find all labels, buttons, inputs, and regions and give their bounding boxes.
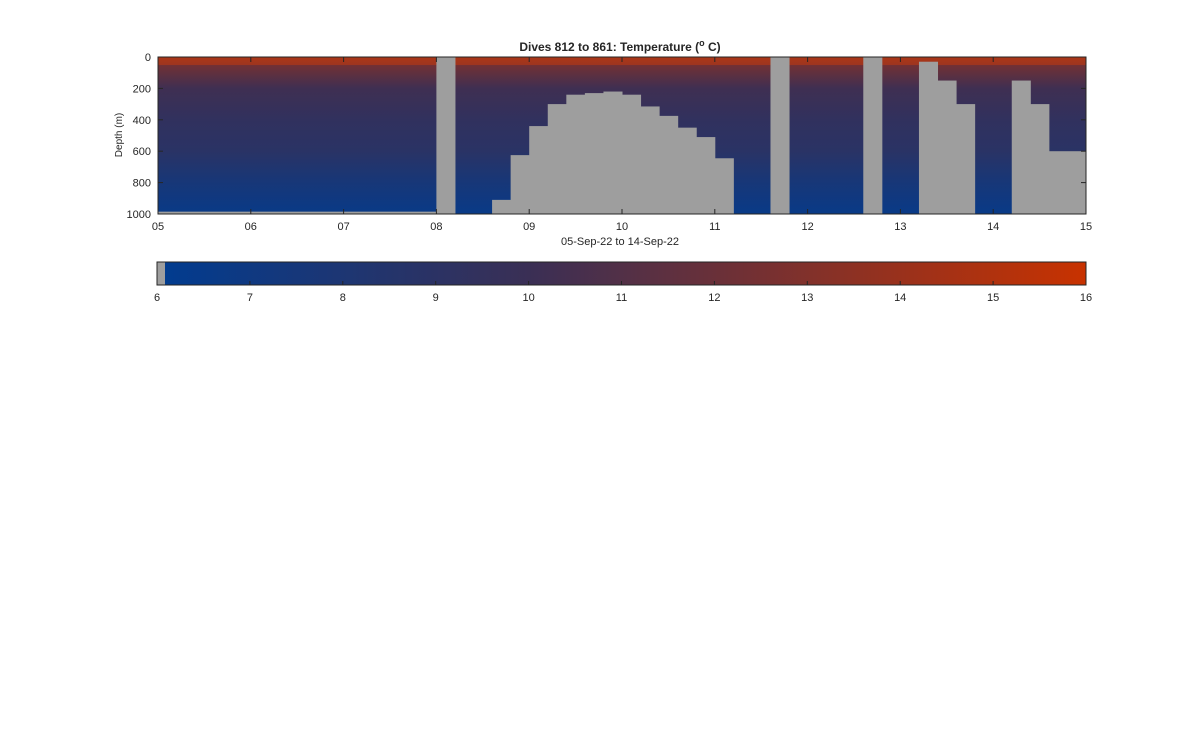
colorbar-tick-label: 13 xyxy=(801,292,813,304)
title-degree-symbol: o xyxy=(699,38,705,48)
colorbar-gradient-bar xyxy=(157,262,1086,285)
no-data-region xyxy=(677,127,697,214)
chart-title: Dives 812 to 861: Temperature (o C) xyxy=(519,38,720,54)
no-data-layer xyxy=(158,57,1086,214)
no-data-region xyxy=(918,61,939,214)
colorbar-tick-label: 15 xyxy=(987,292,999,304)
x-tick-label: 10 xyxy=(616,221,628,233)
x-tick-label: 11 xyxy=(709,221,720,233)
y-ticks: 0 200 400 600 800 1000 xyxy=(127,52,1086,221)
x-tick-label: 12 xyxy=(801,221,813,233)
no-data-region xyxy=(956,104,976,214)
x-tick-label: 15 xyxy=(1080,221,1092,233)
x-tick-label: 13 xyxy=(894,221,906,233)
no-data-region xyxy=(714,158,734,214)
no-data-region xyxy=(696,137,716,214)
y-tick-label: 200 xyxy=(133,83,151,95)
colorbar-tick-label: 16 xyxy=(1080,292,1092,304)
y-axis-label: Depth (m) xyxy=(114,113,125,157)
x-tick-label: 14 xyxy=(987,221,999,233)
no-data-region xyxy=(640,106,660,214)
x-tick-label: 06 xyxy=(245,221,257,233)
no-data-region xyxy=(1011,80,1031,214)
no-data-region xyxy=(492,199,512,214)
colorbar-tick-label: 6 xyxy=(154,292,160,304)
no-data-region xyxy=(770,57,790,214)
y-tick-label: 0 xyxy=(145,52,151,64)
no-data-region xyxy=(566,94,586,214)
x-tick-label: 09 xyxy=(523,221,535,233)
no-data-region xyxy=(1030,104,1050,214)
colorbar-tick-label: 11 xyxy=(616,292,627,304)
no-data-region xyxy=(510,155,530,214)
colorbar-nodata-swatch xyxy=(157,262,165,285)
y-tick-label: 600 xyxy=(133,146,151,158)
colorbar-tick-label: 9 xyxy=(433,292,439,304)
colorbar-tick-label: 8 xyxy=(340,292,346,304)
no-data-region xyxy=(603,91,623,214)
colorbar-tick-label: 10 xyxy=(522,292,534,304)
no-data-region xyxy=(436,57,456,214)
x-tick-label: 08 xyxy=(430,221,442,233)
x-axis-label: 05-Sep-22 to 14-Sep-22 xyxy=(561,236,679,248)
no-data-region xyxy=(584,93,604,214)
no-data-region xyxy=(1048,151,1086,214)
colorbar-tick-label: 12 xyxy=(708,292,720,304)
no-data-region xyxy=(659,115,679,214)
y-tick-label: 1000 xyxy=(127,209,151,221)
no-data-region xyxy=(622,94,642,214)
y-tick-label: 400 xyxy=(133,115,151,127)
no-data-region xyxy=(158,211,437,214)
colorbar-tick-label: 7 xyxy=(247,292,253,304)
colorbar-tick-label: 14 xyxy=(894,292,906,304)
y-tick-label: 800 xyxy=(133,178,151,190)
no-data-region xyxy=(547,104,567,214)
colorbar: 6 7 8 9 10 11 12 13 14 15 16 xyxy=(154,261,1092,304)
x-tick-label: 07 xyxy=(337,221,349,233)
no-data-region xyxy=(863,57,883,214)
no-data-region xyxy=(529,126,549,214)
no-data-region xyxy=(937,80,957,214)
colorbar-ticks: 6 7 8 9 10 11 12 13 14 15 16 xyxy=(154,281,1092,304)
plot-area: 05 06 07 08 09 10 11 12 13 14 15 0 200 400 600 800 1000 xyxy=(127,52,1093,233)
x-ticks: 05 06 07 08 09 10 11 12 13 14 15 xyxy=(152,57,1092,233)
x-tick-label: 05 xyxy=(152,221,164,233)
